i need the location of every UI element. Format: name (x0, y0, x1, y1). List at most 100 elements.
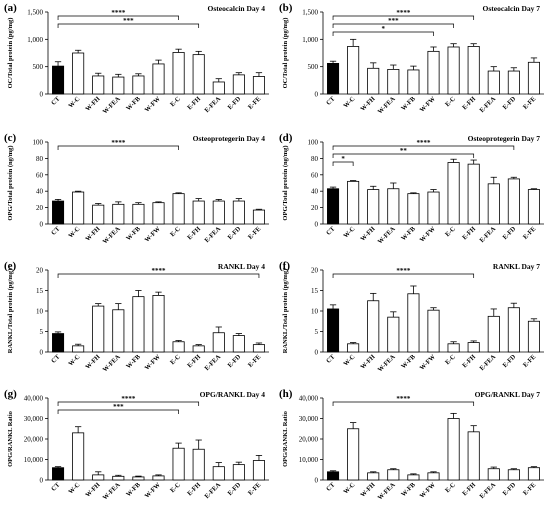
y-tick-label: 10,000 (24, 456, 44, 464)
x-tick-label: E-FEA (203, 481, 222, 500)
chart-panel: (b) Osteocalcin Day 7 0 500 1,000 1,500 OC/Tot… (279, 2, 544, 116)
bar (92, 204, 105, 225)
y-tick-label: 0 (315, 221, 319, 229)
chart-panel: (a) Osteocalcin Day 4 0 500 1,000 1,500 OC/Tot… (4, 2, 269, 116)
significance-label: **** (396, 395, 411, 403)
bar (507, 178, 520, 225)
x-tick-label: CT (325, 353, 337, 365)
bar (407, 69, 420, 95)
y-axis-label: OC/Total protein (pg/mg) (282, 18, 289, 89)
bar (387, 469, 400, 481)
significance-bracket (332, 161, 354, 166)
bar (487, 315, 500, 353)
bar (467, 163, 480, 225)
x-tick-label: E-C (444, 225, 457, 238)
x-tick-label: E-FH (186, 95, 202, 111)
y-tick-label: 10,000 (299, 456, 319, 464)
x-tick-label: W-C (67, 481, 81, 495)
bar (252, 209, 265, 225)
x-tick-label: CT (50, 353, 62, 365)
x-tick-label: W-FW (419, 95, 438, 114)
x-tick-label: E-C (169, 481, 182, 494)
y-tick-label: 0 (40, 221, 44, 229)
y-axis-label: RANKL/Total protein (pg/mg) (282, 269, 289, 354)
y-tick-label: 20 (36, 267, 44, 275)
bar (367, 189, 380, 225)
x-tick-label: E-FE (247, 353, 262, 368)
bar (132, 203, 145, 225)
bar (232, 74, 245, 95)
bar (427, 50, 440, 95)
x-tick-label: W-C (342, 225, 356, 239)
significance-label: **** (396, 267, 411, 275)
x-tick-label: E-C (169, 353, 182, 366)
x-tick-label: E-FD (502, 481, 518, 497)
chart-title: Osteoprotegerin Day 4 (193, 134, 266, 143)
bar (132, 476, 145, 481)
chart-title: Osteocalcin Day 4 (208, 4, 266, 13)
chart-title: OPG/RANKL Day 4 (200, 390, 266, 399)
significance-bracket (332, 23, 454, 28)
bar (447, 162, 460, 225)
significance-label: *** (113, 403, 124, 411)
bar (172, 193, 185, 225)
x-tick-label: E-C (444, 353, 457, 366)
y-axis-label: OC/Total protein (pg/mg) (7, 18, 14, 89)
x-tick-label: W-FW (144, 95, 163, 114)
x-tick-label: E-FEA (478, 225, 497, 244)
significance-bracket (57, 409, 179, 414)
x-tick-label: E-FE (522, 481, 537, 496)
x-tick-label: W-C (342, 353, 356, 367)
x-tick-label: W-FEA (102, 225, 122, 245)
x-tick-label: CT (50, 225, 62, 237)
panel-label: (b) (279, 2, 293, 14)
y-tick-label: 0 (315, 477, 319, 485)
x-tick-label: W-FH (359, 353, 376, 370)
significance-bracket (332, 401, 475, 406)
x-tick-label: W-FB (125, 95, 142, 112)
bar (347, 180, 360, 225)
bar (327, 308, 340, 353)
bar (152, 202, 165, 225)
y-tick-label: 500 (33, 63, 44, 71)
bar (92, 474, 105, 481)
bar (367, 67, 380, 95)
x-tick-label: W-FB (400, 481, 417, 498)
x-tick-label: W-FW (419, 481, 438, 500)
x-tick-label: E-FEA (478, 95, 497, 114)
bar (367, 300, 380, 353)
x-tick-label: E-C (444, 95, 457, 108)
x-tick-label: W-FB (125, 225, 142, 242)
x-tick-label: E-FEA (478, 481, 497, 500)
bar (112, 203, 125, 225)
x-tick-label: W-FH (359, 225, 376, 242)
bar (507, 307, 520, 353)
panel-label: (c) (4, 132, 17, 144)
bar (487, 70, 500, 95)
bar (527, 189, 540, 225)
significance-label: **** (111, 9, 126, 17)
significance-label: **** (416, 139, 431, 147)
bar (52, 467, 65, 481)
x-tick-label: E-FH (461, 225, 477, 241)
y-tick-label: 60 (311, 171, 319, 179)
x-tick-label: E-C (169, 225, 182, 238)
y-tick-label: 80 (36, 155, 44, 163)
x-tick-label: W-FB (400, 95, 417, 112)
x-tick-label: W-FEA (102, 95, 122, 115)
bar (427, 472, 440, 481)
y-tick-label: 30,000 (299, 415, 319, 423)
x-tick-label: E-FH (186, 481, 202, 497)
x-tick-label: E-FE (247, 95, 262, 110)
x-tick-label: E-FD (227, 225, 243, 241)
chart-title: Osteocalcin Day 7 (483, 4, 541, 13)
bar (192, 200, 205, 225)
x-tick-label: E-FE (522, 95, 537, 110)
x-tick-label: CT (50, 481, 62, 493)
y-tick-label: 60 (36, 171, 44, 179)
y-tick-label: 80 (311, 155, 319, 163)
chart-panel: (g) OPG/RANKL Day 4 0 10,000 20,000 30,000 40,… (4, 388, 269, 502)
x-tick-label: W-FH (84, 95, 101, 112)
